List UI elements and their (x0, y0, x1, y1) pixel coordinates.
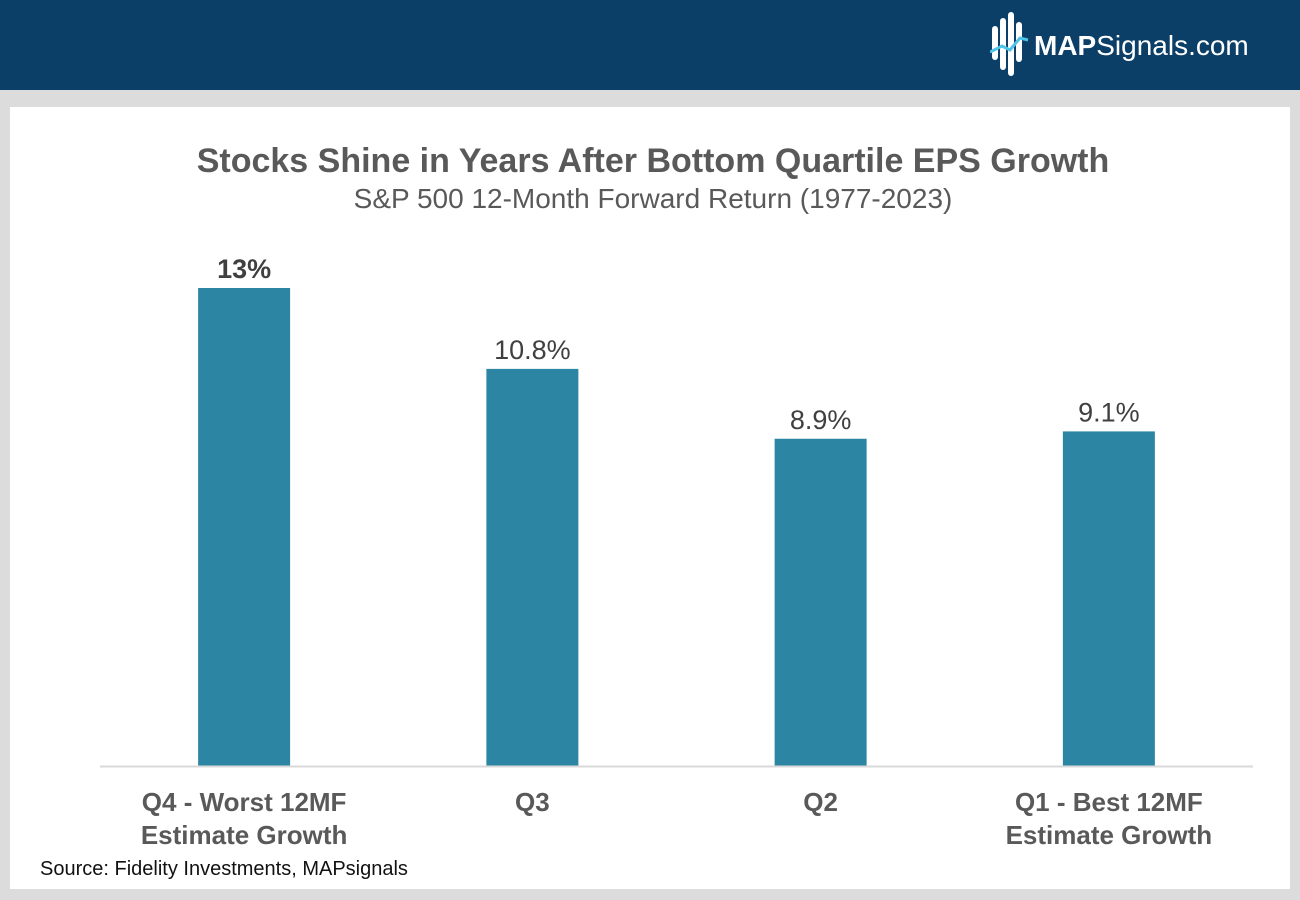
category-label-line: Q3 (515, 787, 550, 817)
category-label: Q1 - Best 12MF Estimate Growth (1006, 787, 1213, 850)
logo-text-bold: MAP (1034, 30, 1097, 61)
header-banner: MAPSignals.com (0, 0, 1300, 90)
category-label-line: Q4 - Worst 12MF (142, 787, 347, 817)
bar (1062, 431, 1155, 766)
category-label-line: Q2 (803, 787, 838, 817)
data-label: 10.8% (494, 335, 571, 365)
data-label: 9.1% (1078, 397, 1140, 427)
category-label-line: Estimate Growth (1006, 820, 1213, 850)
bar (198, 288, 291, 766)
chart-subtitle: S&P 500 12-Month Forward Return (1977-20… (353, 183, 953, 214)
chart-title: Stocks Shine in Years After Bottom Quart… (196, 142, 1110, 180)
bar (486, 368, 579, 766)
category-label-line: Q1 - Best 12MF (1015, 787, 1203, 817)
data-label: 8.9% (790, 405, 852, 435)
category-label: Q4 - Worst 12MF Estimate Growth (141, 787, 348, 850)
category-label-line: Estimate Growth (141, 820, 348, 850)
mapsignals-logo[interactable]: MAPSignals.com (990, 10, 1280, 80)
logo-text: MAPSignals.com (1034, 30, 1249, 62)
bar (774, 438, 867, 766)
data-label: 13% (217, 254, 271, 284)
logo-text-regular: Signals.com (1096, 30, 1249, 61)
category-label: Q3 (515, 787, 550, 817)
category-label: Q2 (803, 787, 838, 817)
source-note: Source: Fidelity Investments, MAPsignals (40, 858, 408, 880)
mapsignals-logo-icon (990, 12, 1029, 76)
